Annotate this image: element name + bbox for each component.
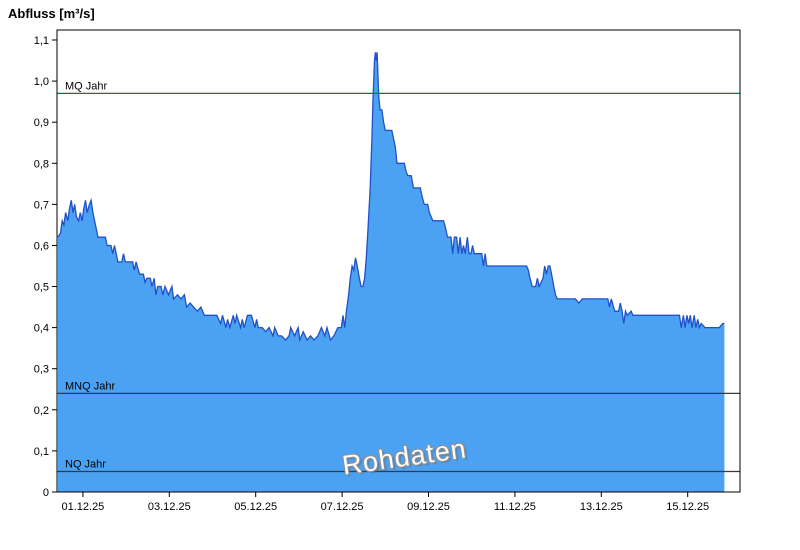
- x-tick-label: 11.12.25: [494, 501, 536, 513]
- x-tick-label: 07.12.25: [321, 501, 364, 513]
- y-tick-label: 0,3: [34, 364, 49, 376]
- x-tick-label: 13.12.25: [580, 501, 623, 513]
- ref-label-mq-jahr: MQ Jahr: [65, 80, 108, 92]
- x-tick-label: 01.12.25: [61, 501, 104, 513]
- discharge-line: [57, 52, 725, 343]
- y-tick-label: 0,6: [34, 241, 49, 253]
- y-tick-label: 0: [43, 487, 49, 499]
- y-tick-label: 0,2: [34, 405, 49, 417]
- y-axis: 0 0,1 0,2 0,3 0,4 0,5 0,6 0,7 0,8 0,9 1,0 1,1: [34, 35, 57, 499]
- chart-title: Abfluss [m³/s]: [8, 6, 95, 21]
- reference-lines: MQ Jahr MNQ Jahr NQ Jahr: [57, 80, 740, 473]
- ref-label-nq-jahr: NQ Jahr: [65, 459, 106, 471]
- x-tick-label: 05.12.25: [234, 501, 277, 513]
- y-tick-label: 0,1: [34, 446, 49, 458]
- x-tick-label: 09.12.25: [407, 501, 450, 513]
- plot-frame: [56, 29, 741, 493]
- ref-label-mnq-jahr: MNQ Jahr: [65, 380, 115, 392]
- x-tick-label: 15.12.25: [666, 501, 709, 513]
- y-tick-label: 0,7: [34, 199, 49, 211]
- y-tick-label: 0,4: [34, 323, 49, 335]
- y-tick-label: 0,5: [34, 282, 49, 294]
- y-tick-label: 0,9: [34, 117, 49, 129]
- y-tick-label: 0,8: [34, 158, 49, 170]
- y-tick-label: 1,1: [34, 35, 49, 47]
- x-tick-label: 03.12.25: [148, 501, 191, 513]
- y-tick-label: 1,0: [34, 76, 49, 88]
- x-axis: 01.12.25 03.12.25 05.12.25 07.12.25 09.12.25…: [61, 492, 709, 513]
- discharge-area: [57, 52, 725, 493]
